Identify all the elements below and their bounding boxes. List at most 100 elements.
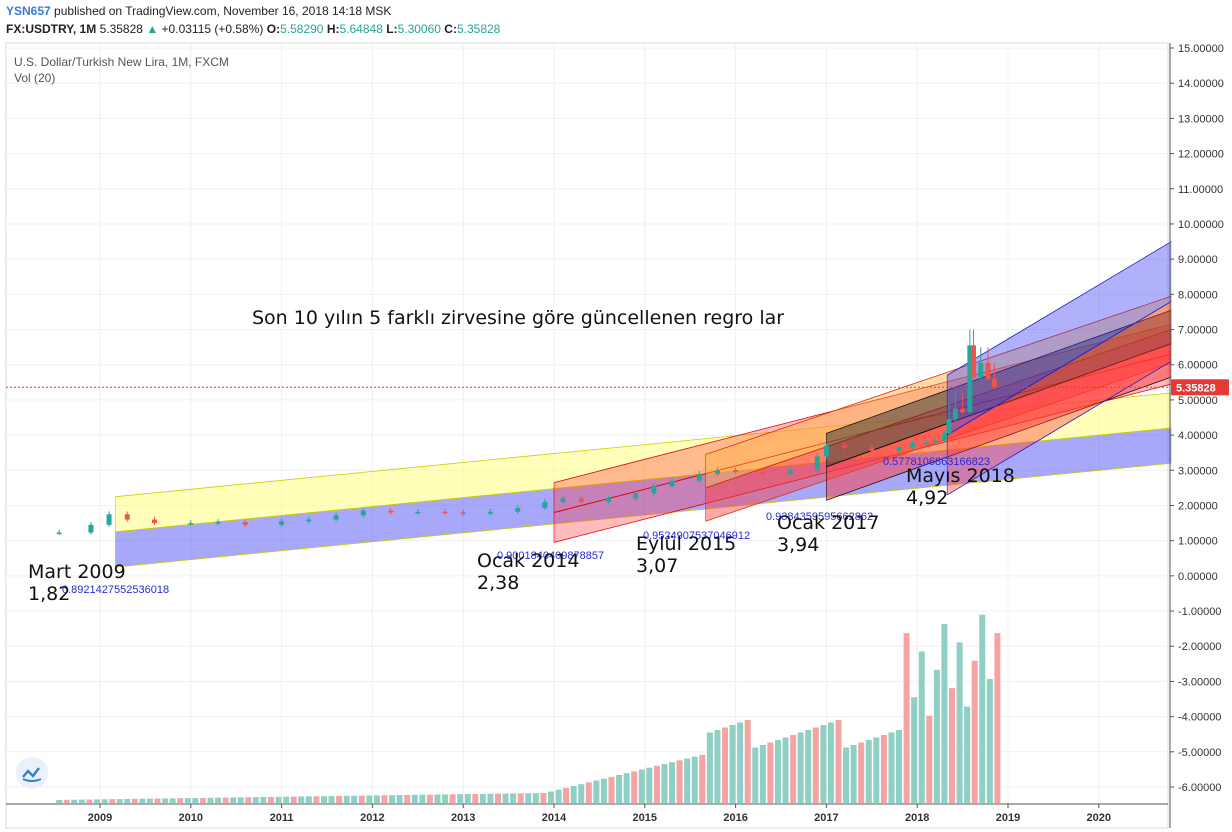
candle-body: [560, 498, 566, 502]
y-tick-label: -1.00000: [1178, 606, 1221, 618]
volume-bar: [729, 725, 736, 803]
candle-body: [941, 433, 947, 441]
volume-bar: [124, 798, 131, 803]
candle-body: [388, 510, 394, 513]
y-tick-label: 11.00000: [1178, 184, 1223, 196]
channel-correlation-label: 0.5778106863166823: [883, 456, 990, 468]
volume-bar: [873, 737, 880, 803]
close-label: C:: [444, 22, 457, 36]
volume-bar: [207, 797, 214, 803]
volume-bar: [578, 784, 585, 803]
candle-body: [242, 522, 248, 525]
volume-bar: [684, 758, 691, 803]
volume-bar: [631, 771, 638, 803]
y-tick-label: 2.00000: [1178, 500, 1218, 512]
time-axis[interactable]: 2009 2010 2011 2012 2013 2014 2015 2016 2017 2018…: [6, 803, 1168, 824]
volume-bar: [903, 633, 910, 803]
candle-body: [869, 447, 875, 451]
y-tick-label: 10.00000: [1178, 219, 1224, 231]
volume-bar: [495, 793, 502, 803]
volume-bar: [381, 795, 388, 803]
volume-bar: [237, 797, 244, 803]
volume-bar: [593, 780, 600, 803]
volume-bar: [343, 795, 350, 803]
volume-bar: [78, 799, 85, 803]
candle-body: [515, 507, 521, 512]
channel-start-value: 3,94: [777, 534, 819, 556]
y-tick-label: 14.00000: [1178, 78, 1224, 90]
y-tick-label: 1.00000: [1178, 536, 1218, 548]
author-link[interactable]: YSN657: [6, 4, 51, 18]
volume-bar: [737, 722, 744, 803]
volume-bar: [184, 798, 191, 803]
y-tick-label: -2.00000: [1178, 641, 1221, 653]
volume-bar: [336, 795, 343, 803]
change-arrow-icon: ▲: [146, 22, 159, 36]
volume-bar: [843, 747, 850, 803]
candle-body: [333, 515, 339, 520]
volume-bar: [101, 799, 108, 803]
volume-bar: [464, 794, 471, 803]
volume-bar: [600, 778, 607, 803]
volume-bar: [744, 720, 751, 803]
tradingview-logo-icon[interactable]: [16, 757, 48, 789]
volume-bar: [865, 740, 872, 803]
volume-label: Vol (20): [14, 71, 55, 85]
candle-body: [970, 345, 976, 378]
volume-bar: [714, 730, 721, 803]
volume-bar: [880, 735, 887, 803]
candle-body: [487, 511, 493, 514]
channel-correlation-label: 0.8921427552536018: [62, 584, 169, 596]
low-label: L:: [386, 22, 398, 36]
channel-correlation-label: 0.9001840409878857: [497, 550, 604, 562]
volume-bar: [525, 793, 532, 803]
volume-bar: [616, 775, 623, 803]
symbol-name[interactable]: FX:USDTRY, 1M: [6, 22, 97, 36]
x-tick-label: 2009: [88, 812, 112, 824]
volume-bar: [283, 796, 290, 803]
candle-body: [978, 362, 984, 378]
volume-bar: [979, 614, 986, 803]
price-change: +0.03115 (+0.58%): [161, 22, 264, 36]
candle-body: [442, 511, 448, 514]
volume-bar: [146, 798, 153, 803]
candle-body: [896, 447, 902, 451]
volume-bar: [358, 795, 365, 803]
annotation-title: Son 10 yılın 5 farklı zirvesine göre gün…: [252, 307, 784, 329]
volume-bar: [706, 732, 713, 803]
y-tick-label: -4.00000: [1178, 712, 1221, 724]
x-tick-label: 2020: [1087, 812, 1111, 824]
volume-bar: [177, 798, 184, 803]
candle-body: [823, 445, 829, 457]
channel-2018-lower: [947, 301, 1172, 495]
volume-bar: [623, 773, 630, 803]
volume-bar: [63, 799, 70, 803]
x-tick-label: 2012: [360, 812, 384, 824]
candle-body: [215, 522, 221, 524]
channel-2017-line: [826, 309, 1172, 434]
y-tick-label: 3.00000: [1178, 465, 1218, 477]
volume-bar: [926, 715, 933, 803]
volume-bar: [260, 797, 267, 803]
volume-bar: [547, 791, 554, 803]
candle-body: [932, 440, 938, 443]
volume-bar: [442, 794, 449, 803]
symbol-line: FX:USDTRY, 1M 5.35828 ▲ +0.03115 (+0.58%…: [6, 22, 500, 36]
volume-bar: [949, 688, 956, 803]
volume-bar: [532, 793, 539, 803]
volume-bar: [555, 789, 562, 803]
channel-2018-upper: [947, 241, 1172, 436]
y-tick-label: 15.00000: [1178, 43, 1224, 55]
volume-bar: [411, 794, 418, 803]
x-tick-label: 2016: [723, 812, 747, 824]
volume-bar: [298, 796, 305, 803]
y-tick-label: 9.00000: [1178, 254, 1218, 266]
volume-bar: [131, 798, 138, 803]
candle-body: [56, 532, 62, 535]
close-value: 5.35828: [456, 22, 501, 36]
candle-body: [151, 519, 157, 524]
x-tick-label: 2015: [633, 812, 657, 824]
price-axis[interactable]: 15.00000 14.00000 13.00000 12.00000 11.00000…: [1169, 43, 1224, 828]
y-tick-label: 6.00000: [1178, 360, 1218, 372]
